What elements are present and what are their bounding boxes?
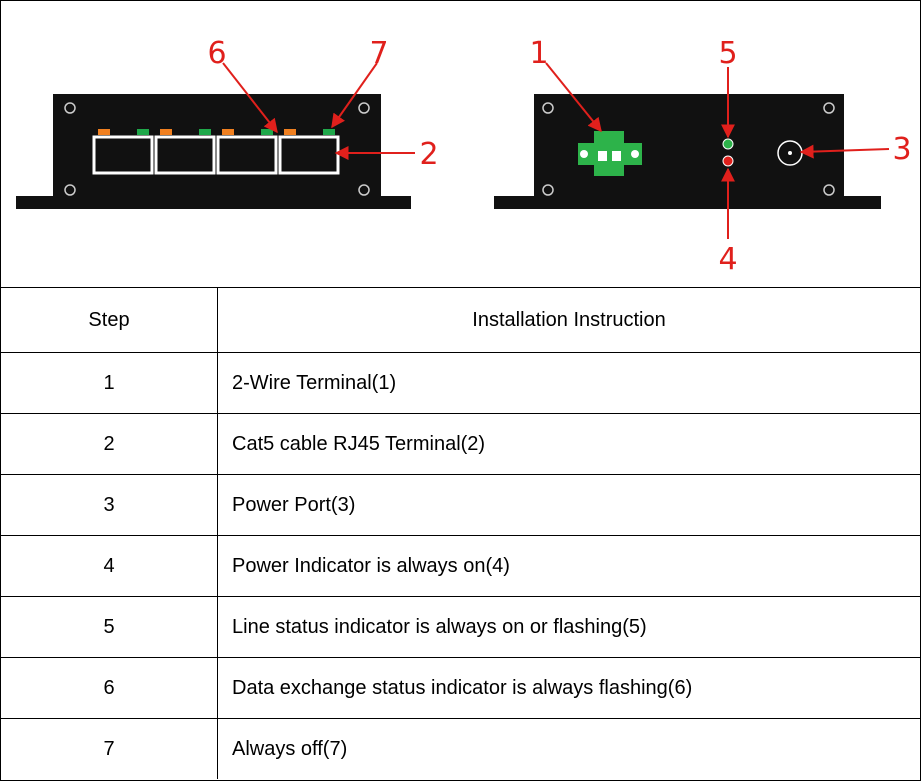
header-row: Step Installation Instruction <box>1 288 920 353</box>
table-row: 7 Always off(7) <box>1 718 920 779</box>
device-diagram: 1 2 3 4 5 6 7 <box>1 36 920 288</box>
table-row: 2 Cat5 cable RJ45 Terminal(2) <box>1 413 920 475</box>
step-cell: 2 <box>1 413 218 475</box>
callout: 2 <box>419 137 438 172</box>
step-cell: 4 <box>1 535 218 597</box>
switch-rear <box>494 94 881 209</box>
instruction-cell: Cat5 cable RJ45 Terminal(2) <box>217 413 920 475</box>
header-cell: Installation Instruction <box>217 288 920 353</box>
callout: 4 <box>718 242 737 277</box>
step-cell: 6 <box>1 657 218 719</box>
callout-lines <box>222 62 890 239</box>
table-row: 5 Line status indicator is always on or f… <box>1 596 920 658</box>
instruction-cell: Always off(7) <box>217 718 920 779</box>
header-cell: Step <box>1 288 218 353</box>
table-row: 6 Data exchange status indicator is alway… <box>1 657 920 719</box>
callout: 3 <box>892 132 911 167</box>
table-row: 1 2-Wire Terminal(1) <box>1 352 920 414</box>
instruction-cell: Power Indicator is always on(4) <box>217 535 920 597</box>
table-row: 3 Power Port(3) <box>1 474 920 536</box>
callout: 7 <box>369 36 388 71</box>
instruction-cell: Data exchange status indicator is always… <box>217 657 920 719</box>
callout: 1 <box>529 36 548 71</box>
instruction-table: Step Installation Instruction 1 2-Wire Te… <box>1 288 920 779</box>
callout: 6 <box>207 36 226 71</box>
step-cell: 1 <box>1 352 218 414</box>
step-cell: 5 <box>1 596 218 658</box>
instruction-cell: Line status indicator is always on or fl… <box>217 596 920 658</box>
switch-front <box>16 94 411 209</box>
step-cell: 3 <box>1 474 218 536</box>
table-row: 4 Power Indicator is always on(4) <box>1 535 920 597</box>
instruction-cell: 2-Wire Terminal(1) <box>217 352 920 414</box>
instruction-cell: Power Port(3) <box>217 474 920 536</box>
callout: 5 <box>718 36 737 71</box>
step-cell: 7 <box>1 718 218 779</box>
